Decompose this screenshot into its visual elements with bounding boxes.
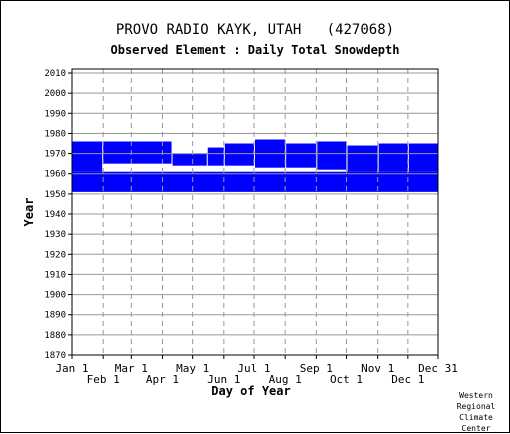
x-axis-title: Day of Year xyxy=(211,384,290,398)
data-block xyxy=(347,145,378,172)
data-block xyxy=(72,171,438,192)
x-tick-label: Aug 1 xyxy=(269,373,302,386)
chart-title: PROVO RADIO KAYK, UTAH (427068) xyxy=(115,22,395,38)
x-tick-label: Dec 31 xyxy=(418,362,458,375)
y-tick-label: 1970 xyxy=(44,150,66,160)
y-tick-label: 2010 xyxy=(44,69,66,79)
data-block xyxy=(172,153,207,166)
data-block xyxy=(317,141,347,170)
wrcc-credit: Western Regional Climate Center xyxy=(450,390,502,434)
chart-subtitle: Observed Element : Daily Total Snowdepth xyxy=(110,43,400,57)
y-tick-label: 1920 xyxy=(44,250,66,260)
y-tick-label: 1980 xyxy=(44,129,66,139)
x-tick-label: Sep 1 xyxy=(300,362,333,375)
y-tick-label: 1950 xyxy=(44,190,66,200)
x-tick-label: Apr 1 xyxy=(146,373,179,386)
data-block xyxy=(224,143,254,166)
y-tick-label: 1910 xyxy=(44,270,66,280)
y-tick-label: 1990 xyxy=(44,109,66,119)
y-tick-label: 1960 xyxy=(44,170,66,180)
credit-line: Western xyxy=(459,391,493,400)
y-tick-label: 1940 xyxy=(44,210,66,220)
data-block xyxy=(72,141,103,172)
x-tick-label: Jul 1 xyxy=(237,362,270,375)
credit-line: Regional xyxy=(456,402,496,411)
x-tick-label: Feb 1 xyxy=(87,373,120,386)
credit-line: Climate xyxy=(459,413,493,422)
x-tick-label: Mar 1 xyxy=(115,362,148,375)
data-block xyxy=(378,143,408,172)
y-tick-label: 1880 xyxy=(44,331,66,341)
x-tick-label: Nov 1 xyxy=(361,362,394,375)
data-block xyxy=(408,143,438,172)
y-tick-label: 1900 xyxy=(44,291,66,301)
y-tick-label: 2000 xyxy=(44,89,66,99)
y-tick-label: 1890 xyxy=(44,311,66,321)
data-block xyxy=(103,141,172,164)
data-block xyxy=(286,143,317,168)
y-axis-title: Year xyxy=(22,198,36,227)
x-tick-label: Jan 1 xyxy=(55,362,88,375)
plot-border xyxy=(71,68,439,356)
x-tick-label: Oct 1 xyxy=(330,373,363,386)
x-tick-label: Dec 1 xyxy=(391,373,424,386)
x-tick-label: May 1 xyxy=(176,362,209,375)
y-tick-label: 1930 xyxy=(44,230,66,240)
x-tick-label: Jun 1 xyxy=(207,373,240,386)
credit-line: Center xyxy=(461,424,491,433)
y-tick-label: 1870 xyxy=(44,351,66,361)
data-block xyxy=(207,147,224,166)
